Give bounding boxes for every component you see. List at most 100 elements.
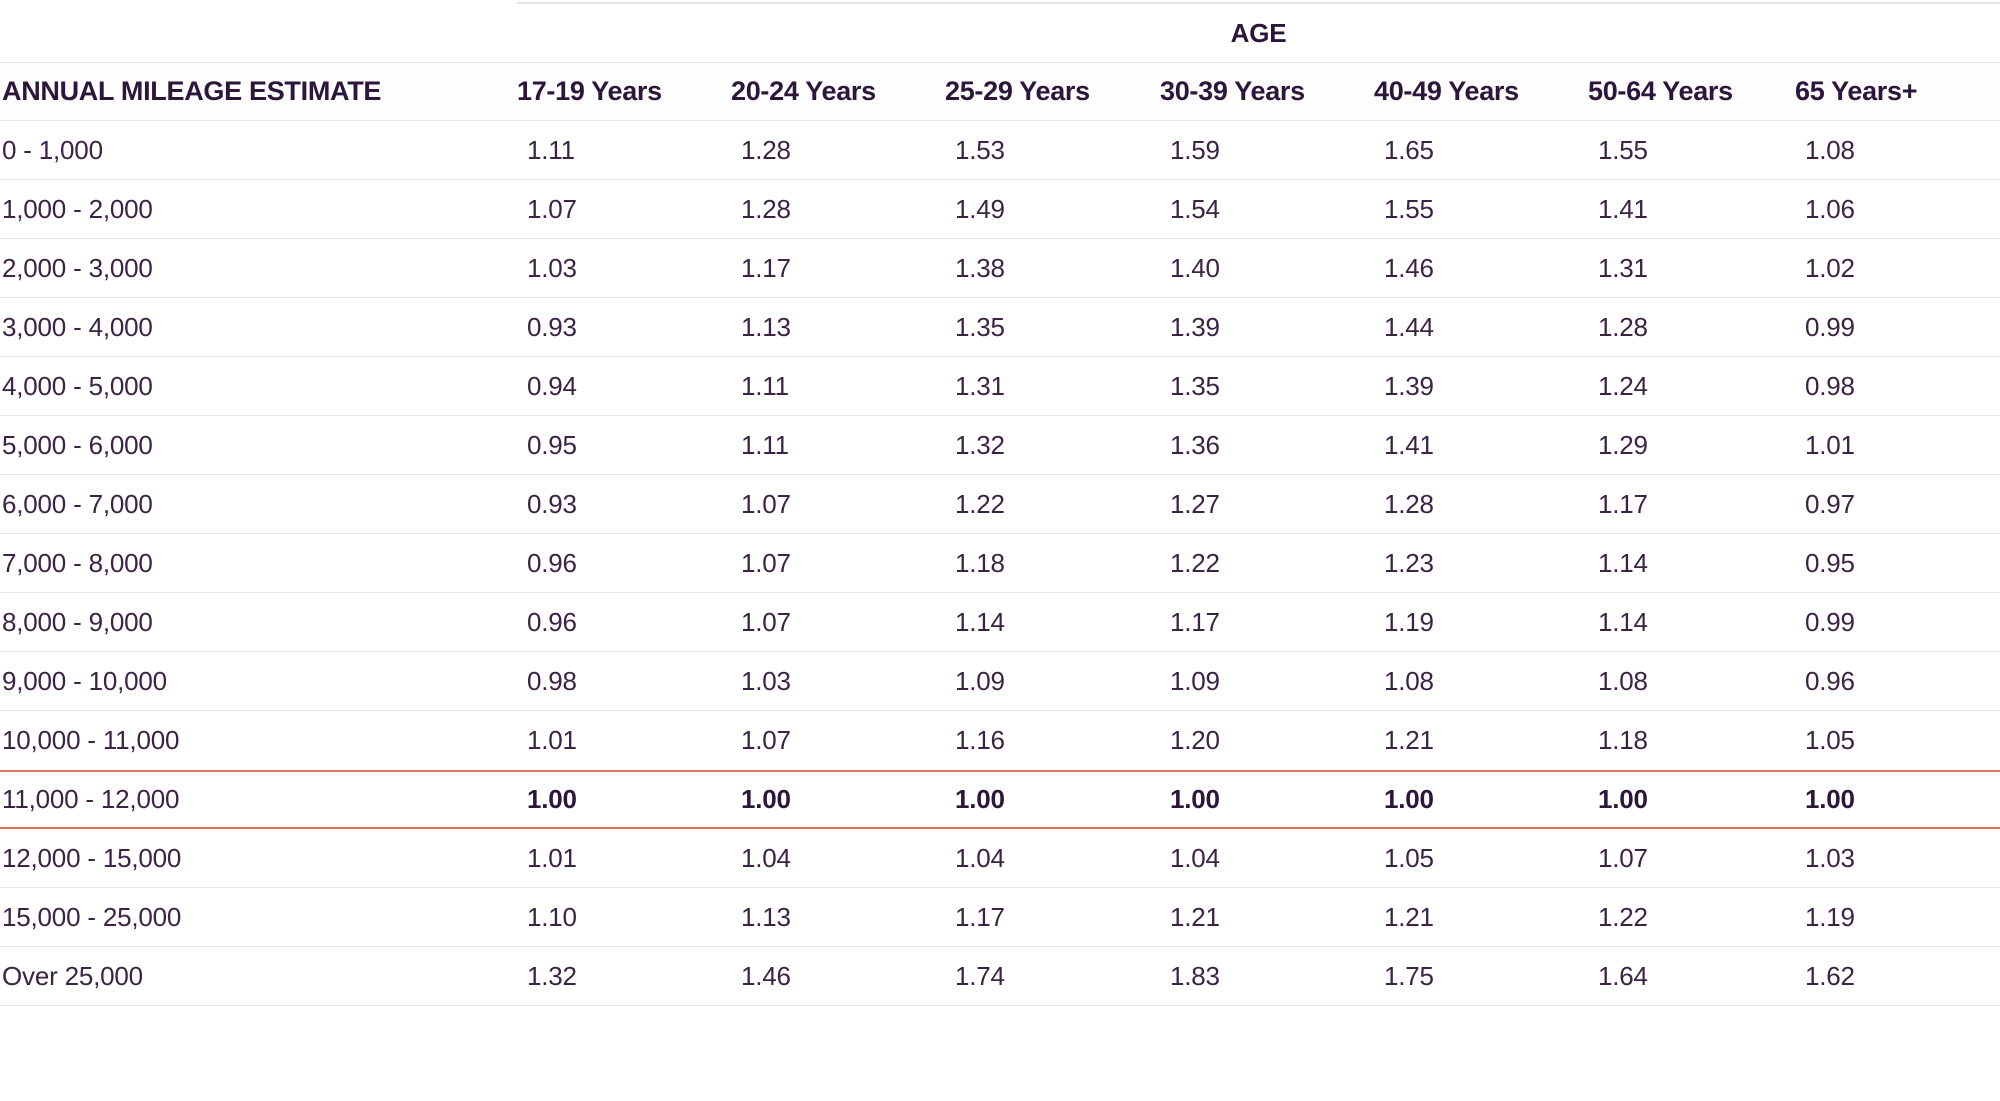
row-label-mileage: 3,000 - 4,000 [2,311,153,342]
rate-value-cell: 1.00 [527,784,577,814]
row-label-mileage: 1,000 - 2,000 [2,193,153,224]
rate-value-cell: 1.54 [1170,193,1220,224]
row-label-mileage: 2,000 - 3,000 [2,252,153,283]
rate-value-cell: 1.31 [1598,252,1648,283]
rate-value-cell: 1.03 [1805,842,1855,873]
rate-value-cell: 1.06 [1805,193,1855,224]
rate-value-cell: 1.01 [527,842,577,873]
rate-value-cell: 1.55 [1384,193,1434,224]
rate-value-cell: 0.97 [1805,488,1855,519]
rate-value-cell: 1.00 [741,784,791,814]
rate-value-cell: 1.64 [1598,960,1648,991]
rate-value-cell: 1.22 [955,488,1005,519]
rate-value-cell: 1.00 [1805,784,1855,814]
rate-value-cell: 1.00 [955,784,1005,814]
rate-value-cell: 1.11 [741,370,789,401]
rate-value-cell: 1.10 [527,901,577,932]
rate-value-cell: 1.21 [1384,901,1434,932]
table-row: Over 25,000 1.32 1.46 1.74 1.83 1.75 1.64 1.62 [0,947,2000,1006]
rate-value-cell: 0.99 [1805,606,1855,637]
rate-value-cell: 0.96 [527,606,577,637]
rate-value-cell: 1.23 [1384,547,1434,578]
rate-value-cell: 1.09 [955,665,1005,696]
rate-value-cell: 1.28 [1384,488,1434,519]
rate-value-cell: 1.21 [1384,725,1434,755]
row-label-mileage: 9,000 - 10,000 [2,665,167,696]
rate-value-cell: 1.65 [1384,134,1434,165]
rate-value-cell: 1.11 [527,134,575,165]
table-row: 8,000 - 9,000 0.96 1.07 1.14 1.17 1.19 1.14 0.9… [0,593,2000,652]
rate-value-cell: 1.03 [741,665,791,696]
rate-value-cell: 1.18 [1598,725,1648,755]
rate-value-cell: 1.14 [1598,606,1648,637]
rate-value-cell: 1.13 [741,901,791,932]
rate-value-cell: 1.17 [741,252,791,283]
rate-value-cell: 1.03 [527,252,577,283]
rate-value-cell: 1.74 [955,960,1005,991]
rate-value-cell: 1.59 [1170,134,1220,165]
rate-value-cell: 1.02 [1805,252,1855,283]
column-header-row: ANNUAL MILEAGE ESTIMATE 17-19 Years 20-24… [0,63,2000,121]
rate-value-cell: 1.07 [741,547,791,578]
rate-value-cell: 1.13 [741,311,791,342]
row-label-mileage: 11,000 - 12,000 [2,784,180,814]
age-group-header: AGE [517,2,2000,63]
rate-value-cell: 1.07 [1598,842,1648,873]
age-group-header-row: AGE [0,2,2000,63]
row-label-mileage: 4,000 - 5,000 [2,370,153,401]
rate-value-cell: 1.05 [1805,725,1855,755]
table-row: 7,000 - 8,000 0.96 1.07 1.18 1.22 1.23 1.14 0.9… [0,534,2000,593]
rate-value-cell: 1.14 [955,606,1005,637]
mileage-by-age-rate-table: AGE ANNUAL MILEAGE ESTIMATE 17-19 Years 2… [0,2,2000,1006]
table-body: 0 - 1,000 1.11 1.28 1.53 1.59 1.65 1.55 1.08 1,0… [0,121,2000,1006]
rate-value-cell: 1.41 [1598,193,1648,224]
rate-value-cell: 1.44 [1384,311,1434,342]
rate-value-cell: 1.18 [955,547,1005,578]
rate-value-cell: 1.14 [1598,547,1648,578]
column-header-age: 30-39 Years [1160,76,1305,106]
rate-value-cell: 1.75 [1384,960,1434,991]
rate-value-cell: 1.04 [741,842,791,873]
rate-value-cell: 1.24 [1598,370,1648,401]
rate-value-cell: 1.28 [741,134,791,165]
rate-value-cell: 1.07 [527,193,577,224]
rate-value-cell: 1.46 [1384,252,1434,283]
rate-value-cell: 0.93 [527,488,577,519]
rate-value-cell: 1.40 [1170,252,1220,283]
rate-value-cell: 1.17 [1598,488,1648,519]
table-row-highlighted: 11,000 - 12,000 1.00 1.00 1.00 1.00 1.00 1.00 1… [0,770,2000,829]
rate-value-cell: 1.55 [1598,134,1648,165]
rate-value-cell: 1.83 [1170,960,1220,991]
rate-value-cell: 1.17 [955,901,1005,932]
rate-value-cell: 1.22 [1598,901,1648,932]
rate-value-cell: 1.20 [1170,725,1220,755]
column-header-age: 17-19 Years [517,76,662,106]
row-label-mileage: 7,000 - 8,000 [2,547,153,578]
column-header-mileage: ANNUAL MILEAGE ESTIMATE [2,76,382,106]
table-row: 12,000 - 15,000 1.01 1.04 1.04 1.04 1.05 1.07 1… [0,829,2000,888]
rate-value-cell: 1.04 [955,842,1005,873]
rate-value-cell: 1.09 [1170,665,1220,696]
rate-value-cell: 1.22 [1170,547,1220,578]
column-header-age: 65 Years+ [1795,76,1918,106]
table-row: 15,000 - 25,000 1.10 1.13 1.17 1.21 1.21 1.22 1… [0,888,2000,947]
rate-value-cell: 1.05 [1384,842,1434,873]
rate-value-cell: 1.21 [1170,901,1220,932]
row-label-mileage: 10,000 - 11,000 [2,725,180,755]
rate-value-cell: 1.08 [1805,134,1855,165]
rate-value-cell: 1.16 [955,725,1005,755]
rate-value-cell: 1.19 [1805,901,1855,932]
table-row: 5,000 - 6,000 0.95 1.11 1.32 1.36 1.41 1.29 1.0… [0,416,2000,475]
rate-value-cell: 0.96 [527,547,577,578]
rate-value-cell: 0.99 [1805,311,1855,342]
row-label-mileage: 5,000 - 6,000 [2,429,153,460]
rate-value-cell: 1.39 [1170,311,1220,342]
rate-value-cell: 0.98 [527,665,577,696]
table-row: 1,000 - 2,000 1.07 1.28 1.49 1.54 1.55 1.41 1.0… [0,180,2000,239]
table-row: 10,000 - 11,000 1.01 1.07 1.16 1.20 1.21 1.18 1… [0,711,2000,770]
column-header-age: 50-64 Years [1588,76,1733,106]
rate-value-cell: 1.38 [955,252,1005,283]
rate-value-cell: 0.93 [527,311,577,342]
table-row: 9,000 - 10,000 0.98 1.03 1.09 1.09 1.08 1.08 0.… [0,652,2000,711]
rate-value-cell: 1.53 [955,134,1005,165]
